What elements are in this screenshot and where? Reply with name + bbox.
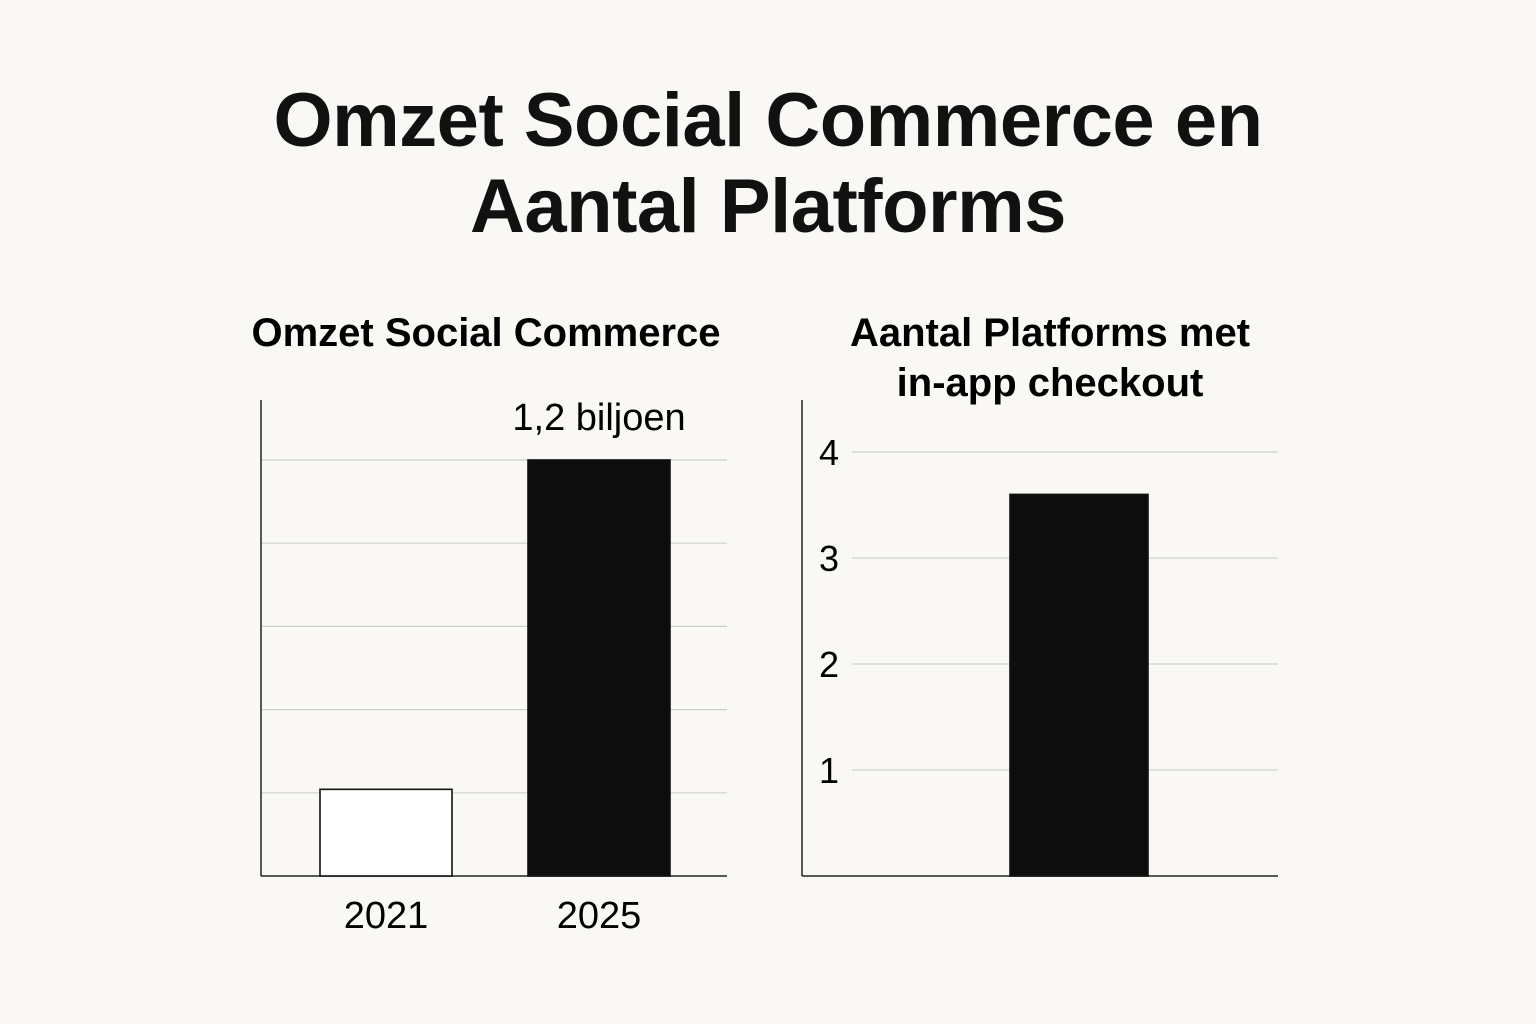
page-title: Omzet Social Commerce en Aantal Platform… [0, 78, 1536, 250]
platforms-chart-title-line-1: Aantal Platforms met [850, 311, 1250, 355]
platforms-y-tick-label: 4 [819, 432, 839, 473]
revenue-x-tick-labels: 2021 2025 [344, 895, 642, 937]
platforms-y-tick-label: 1 [819, 750, 839, 791]
platforms-y-tick-labels: 1 2 3 4 [819, 432, 839, 791]
platforms-bars [1009, 493, 1149, 877]
title-line-1: Omzet Social Commerce en [273, 78, 1263, 163]
title-line-2: Aantal Platforms [470, 164, 1066, 249]
revenue-chart-title: Omzet Social Commerce [251, 311, 720, 355]
revenue-chart: Omzet Social Commerce 2021 2025 1,2 biljo… [251, 311, 727, 937]
platforms-chart: Aantal Platforms met in-app checkout 1 2 3… [801, 311, 1278, 877]
revenue-bar-2025 [527, 459, 671, 877]
platforms-y-tick-label: 3 [819, 538, 839, 579]
revenue-bar-2021 [319, 788, 453, 877]
revenue-x-tick-label: 2025 [557, 895, 642, 937]
platforms-chart-title-line-2: in-app checkout [897, 361, 1204, 405]
revenue-x-tick-label: 2021 [344, 895, 429, 937]
revenue-data-label: 1,2 biljoen [512, 397, 685, 439]
platforms-y-tick-label: 2 [819, 644, 839, 685]
revenue-bars [319, 459, 671, 877]
revenue-data-labels: 1,2 biljoen [512, 397, 685, 439]
platforms-bar [1009, 493, 1149, 877]
